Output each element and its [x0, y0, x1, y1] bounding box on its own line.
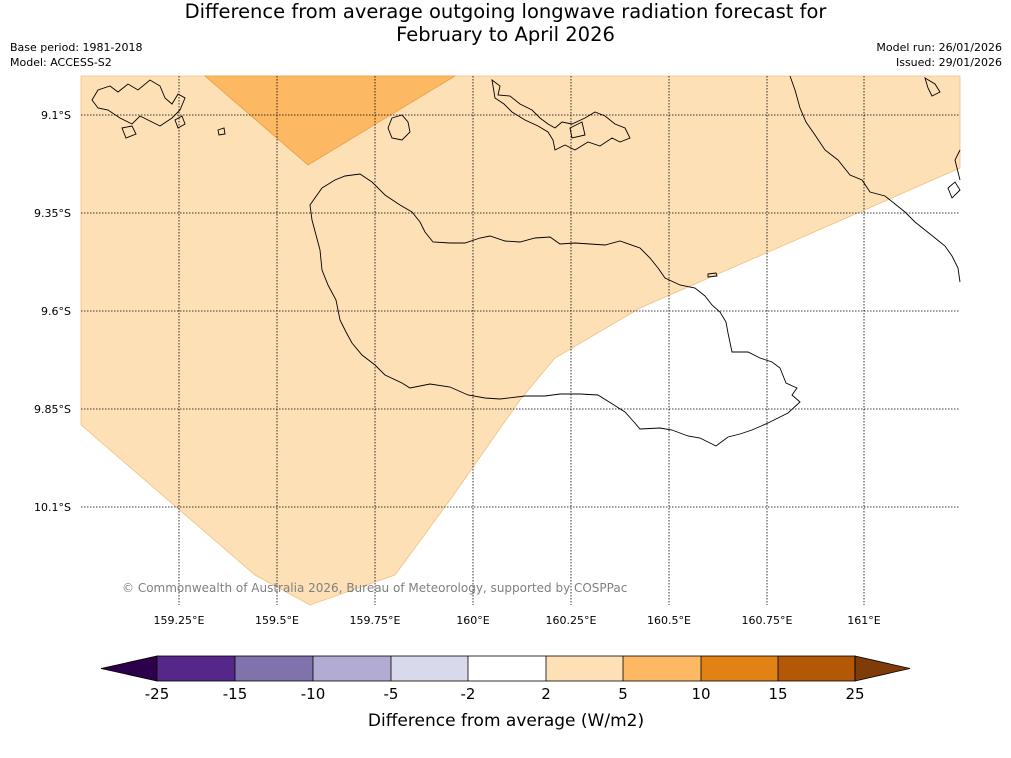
- coastline-florida-islands: [491, 78, 631, 151]
- meta-left: Base period: 1981-2018 Model: ACCESS-S2: [10, 40, 142, 70]
- colorbar-arrow-min: [100, 655, 158, 682]
- colorbar-segment: [778, 656, 855, 681]
- anomaly-region-5-to-10: [203, 75, 457, 166]
- colorbar-tick-label: -25: [145, 685, 170, 703]
- lat-label: 9.1°S: [41, 109, 71, 122]
- lon-label: 160.25°E: [546, 614, 597, 627]
- colorbar-outline: [156, 655, 856, 682]
- title-line-1: Difference from average outgoing longwav…: [184, 0, 827, 23]
- coastline-nw-islet-3: [217, 127, 226, 136]
- colorbar-tick-label: 5: [618, 685, 628, 703]
- coastline-islet: [707, 272, 718, 278]
- issued-text: Issued: 29/01/2026: [895, 56, 1002, 69]
- colorbar-tick-label: -10: [301, 685, 326, 703]
- gridlines: [81, 76, 960, 605]
- lon-label: 160°E: [456, 614, 489, 627]
- model-text: Model: ACCESS-S2: [10, 56, 112, 69]
- coastline-malaita: [789, 75, 961, 283]
- colorbar-segment: [546, 656, 623, 681]
- colorbar-tick-label: -2: [461, 685, 476, 703]
- colorbar-segment: [235, 656, 313, 681]
- coastline-small-island: [387, 114, 411, 141]
- coastline-east-edge: [954, 149, 961, 181]
- lon-label: 159.5°E: [255, 614, 299, 627]
- coastlines: [91, 75, 961, 447]
- colorbar-segment: [313, 656, 391, 681]
- chart-title: Difference from average outgoing longwav…: [0, 0, 1011, 46]
- colorbar-arrow-max: [854, 655, 911, 682]
- lat-label: 9.35°S: [34, 207, 71, 220]
- model-run-text: Model run: 26/01/2026: [876, 41, 1002, 54]
- colorbar-segment: [157, 656, 235, 681]
- colorbar-tick-label: -15: [223, 685, 248, 703]
- colorbar-tick-label: -5: [384, 685, 399, 703]
- colorbar-title: Difference from average (W/m2): [368, 711, 644, 731]
- coastline-nw-islet-2: [174, 115, 186, 129]
- colorbar-tick-label: 25: [845, 685, 864, 703]
- colorbar-dividers: [234, 656, 779, 681]
- colorbar-segment: [468, 656, 546, 681]
- title-line-2: February to April 2026: [396, 23, 615, 46]
- base-period-text: Base period: 1981-2018: [10, 41, 143, 54]
- lat-label: 9.85°S: [34, 403, 71, 416]
- colorbar-tick-label: 10: [691, 685, 710, 703]
- lon-label: 160.5°E: [647, 614, 691, 627]
- meta-right: Model run: 26/01/2026 Issued: 29/01/2026: [876, 40, 1002, 70]
- lon-label: 161°E: [847, 614, 880, 627]
- colorbar-tick-labels: -25 -15 -10 -5 -2 2 5 10 15 25: [145, 685, 865, 703]
- coastline-east-islands: [924, 77, 941, 97]
- lat-labels: 9.1°S 9.35°S 9.6°S 9.85°S 10.1°S: [34, 109, 71, 514]
- lat-label: 9.6°S: [41, 305, 71, 318]
- map-panel: 9.1°S 9.35°S 9.6°S 9.85°S 10.1°S 159.25°…: [34, 75, 961, 627]
- lon-label: 160.75°E: [742, 614, 793, 627]
- lon-label: 159.25°E: [154, 614, 205, 627]
- anomaly-region-2-to-5: [80, 75, 961, 606]
- colorbar-segment: [701, 656, 778, 681]
- colorbar-segment: [391, 656, 468, 681]
- coastline-east-islet: [947, 181, 961, 199]
- lon-label: 159.75°E: [350, 614, 401, 627]
- copyright-text: © Commonwealth of Australia 2026, Bureau…: [122, 581, 627, 595]
- lon-labels: 159.25°E 159.5°E 159.75°E 160°E 160.25°E…: [154, 614, 881, 627]
- colorbar: -25 -15 -10 -5 -2 2 5 10 15 25 Differenc…: [100, 655, 911, 731]
- coastline-nggela-inlet: [569, 121, 586, 139]
- lat-label: 10.1°S: [34, 501, 71, 514]
- coastline-santa-isabel: [91, 79, 186, 127]
- coastline-guadalcanal: [309, 173, 801, 447]
- coastline-nw-islet-1: [121, 125, 137, 139]
- colorbar-tick-label: 15: [768, 685, 787, 703]
- colorbar-tick-label: 2: [541, 685, 551, 703]
- colorbar-segment: [623, 656, 701, 681]
